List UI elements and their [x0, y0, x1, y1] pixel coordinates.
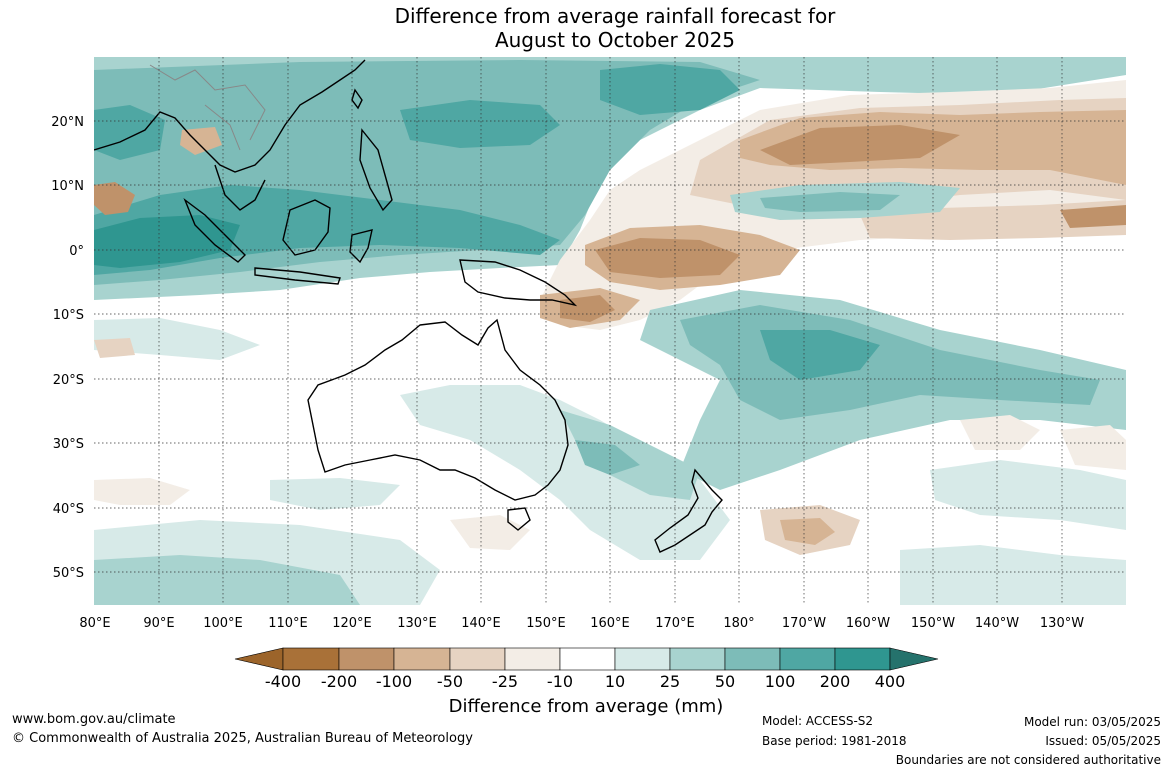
lon-label: 160°W — [846, 616, 890, 631]
colorbar-swatch — [338, 647, 395, 671]
sulawesi-coast — [349, 229, 373, 264]
lon-label: 80°E — [79, 616, 110, 631]
colorbar-label: -25 — [492, 672, 518, 691]
lon-label: 100°E — [203, 616, 243, 631]
map-title: Difference from average rainfall forecas… — [0, 4, 1173, 52]
lat-label: 10°S — [53, 308, 84, 323]
website-link[interactable]: www.bom.gov.au/climate — [12, 712, 176, 727]
latitude-labels: 20°N 10°N 0° 10°S 20°S 30°S 40°S 50°S — [51, 115, 84, 581]
sumatra-coast — [183, 197, 246, 263]
lon-label: 130°E — [397, 616, 437, 631]
colorbar-label: 100 — [765, 672, 796, 691]
colorbar-swatch — [614, 647, 671, 671]
colorbar-label: 10 — [605, 672, 625, 691]
lon-label: 90°E — [143, 616, 174, 631]
colorbar-swatch — [504, 647, 561, 671]
colorbar-swatch — [834, 647, 891, 671]
australia-coast — [307, 318, 569, 501]
lat-label: 0° — [69, 244, 84, 259]
lon-label: 130°W — [1040, 616, 1084, 631]
wet-anomaly-spcz — [640, 290, 1126, 490]
taiwan-coast — [351, 88, 363, 110]
dry-anomaly-pacific — [540, 80, 1126, 330]
colorbar-swatch — [393, 647, 451, 671]
country-borders — [149, 64, 266, 151]
title-line-1: Difference from average rainfall forecas… — [394, 4, 836, 28]
legend-title: Difference from average (mm) — [448, 696, 724, 717]
model-name: Model: ACCESS-S2 — [762, 714, 874, 728]
lon-label: 140°W — [975, 616, 1019, 631]
lon-label: 180° — [723, 616, 754, 631]
boundaries-disclaimer: Boundaries are not considered authoritat… — [895, 753, 1161, 767]
colorbar-swatch — [559, 647, 616, 671]
colorbar-labels: -400 -200 -100 -50 -25 -10 10 25 50 100 … — [265, 672, 905, 691]
colorbar-label: -10 — [547, 672, 573, 691]
borneo-coast — [282, 199, 331, 256]
colorbar-swatch — [234, 647, 284, 671]
coastlines — [94, 59, 723, 553]
dry-anomaly-patches — [94, 338, 1126, 555]
colorbar-swatch — [724, 647, 781, 671]
java-coast — [254, 267, 341, 285]
colorbar-label: -50 — [437, 672, 463, 691]
new-guinea-coast — [459, 259, 578, 307]
colorbar-swatch — [449, 647, 506, 671]
model-run-date: Model run: 03/05/2025 — [1023, 715, 1161, 729]
colorbar — [234, 647, 939, 671]
issued-date: Issued: 05/05/2025 — [1045, 734, 1161, 748]
lat-label: 20°S — [53, 373, 84, 388]
colorbar-label: -400 — [265, 672, 301, 691]
lat-label: 30°S — [53, 437, 84, 452]
lat-label: 20°N — [51, 115, 84, 130]
lat-label: 50°S — [53, 566, 84, 581]
colorbar-label: 50 — [715, 672, 735, 691]
colorbar-swatch — [669, 647, 726, 671]
longitude-labels: 80°E 90°E 100°E 110°E 120°E 130°E 140°E … — [79, 616, 1084, 631]
copyright-text: © Commonwealth of Australia 2025, Austra… — [12, 731, 473, 746]
lat-label: 40°S — [53, 502, 84, 517]
philippines-coast — [359, 128, 393, 212]
colorbar-label: -100 — [376, 672, 412, 691]
lat-label: 10°N — [51, 179, 84, 194]
wet-anomaly-tasman — [94, 318, 1126, 605]
indochina-coast — [214, 164, 266, 211]
lon-label: 170°W — [782, 616, 826, 631]
map-area — [94, 57, 1126, 605]
colorbar-swatch — [889, 647, 939, 671]
title-line-2: August to October 2025 — [494, 28, 736, 52]
colorbar-label: 200 — [820, 672, 851, 691]
lon-label: 150°W — [911, 616, 955, 631]
colorbar-swatch — [282, 647, 340, 671]
colorbar-label: 25 — [660, 672, 680, 691]
lon-label: 160°E — [590, 616, 630, 631]
colorbar-swatch — [779, 647, 836, 671]
graticule — [94, 57, 1126, 605]
new-zealand-coast — [654, 468, 723, 553]
lon-label: 150°E — [526, 616, 566, 631]
colorbar-label: 400 — [875, 672, 906, 691]
asia-coast — [94, 59, 366, 173]
lon-label: 120°E — [332, 616, 372, 631]
lon-label: 170°E — [655, 616, 695, 631]
lon-label: 140°E — [461, 616, 501, 631]
lon-label: 110°E — [268, 616, 308, 631]
colorbar-label: -200 — [321, 672, 357, 691]
base-period: Base period: 1981-2018 — [762, 734, 907, 748]
